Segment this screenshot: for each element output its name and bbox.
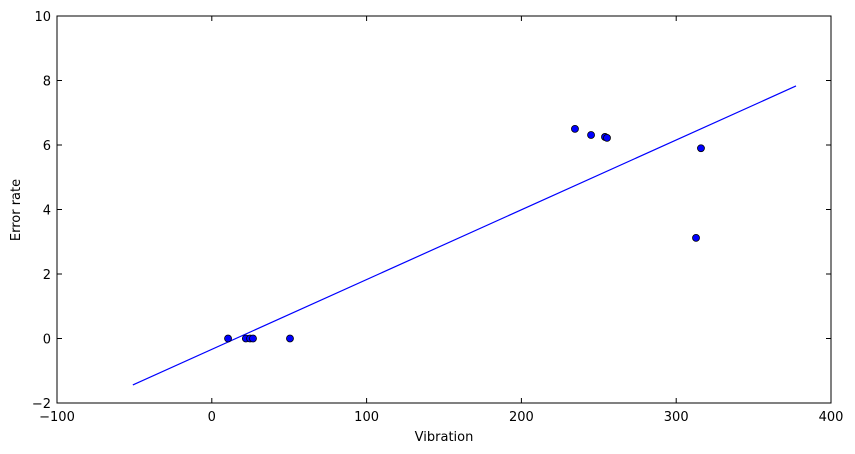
- plot-frame: [56, 15, 832, 404]
- point: [692, 233, 700, 242]
- y-tick-label: 4: [43, 204, 51, 219]
- point: [286, 334, 294, 343]
- y-tick-label: 2: [43, 268, 51, 283]
- point: [571, 124, 579, 133]
- y-tick-label: 10: [34, 10, 51, 25]
- x-tick-label: 0: [208, 410, 216, 425]
- point: [697, 144, 705, 153]
- point: [603, 134, 611, 142]
- y-tick-label: 6: [43, 139, 51, 154]
- point: [249, 334, 257, 343]
- point: [587, 131, 595, 139]
- point: [224, 334, 232, 343]
- x-tick-label: 100: [354, 410, 379, 425]
- x-tick-label: −100: [39, 410, 75, 425]
- y-tick-label: −2: [32, 397, 51, 412]
- y-tick-label: 8: [43, 75, 51, 90]
- x-tick-label: 300: [664, 410, 689, 425]
- y-axis-label: Error rate: [9, 179, 24, 241]
- x-tick-label: 200: [509, 410, 534, 425]
- fit-line: [132, 85, 797, 386]
- x-axis-label: Vibration: [415, 430, 474, 445]
- y-tick-label: 0: [43, 333, 51, 348]
- x-tick-label: 400: [819, 410, 844, 425]
